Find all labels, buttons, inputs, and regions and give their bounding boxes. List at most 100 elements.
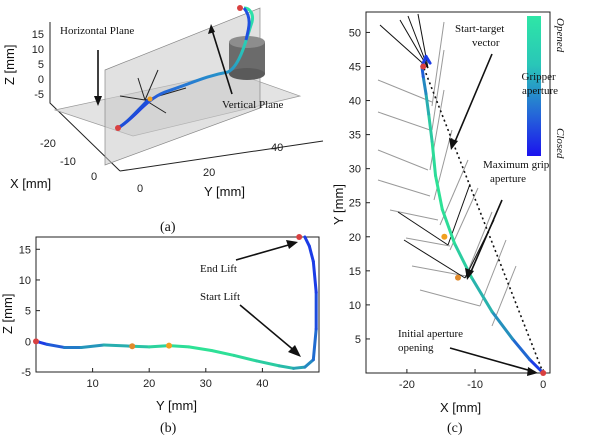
panel-c-annotation-start-target: Start-target vector [455, 23, 507, 49]
panel-b-trajectory-segment [187, 345, 213, 353]
panel-b-start-lift-arrow [239, 304, 297, 353]
panel-a-end-marker [237, 5, 243, 11]
panel-c-gripper-lines [377, 13, 517, 327]
panel-b: 10 20 30 40 15 10 5 0 -5 Y [mm] Z [mm] End Lift… [0, 234, 320, 436]
panel-a-annotation-horizontal-plane: Horizontal Plane [60, 25, 134, 37]
panel-b-trajectory-segment [232, 353, 259, 363]
panel-c-y-tick-label: 30 [349, 164, 361, 176]
panel-b-marker [296, 234, 303, 240]
panel-c-colorbar [527, 16, 541, 156]
panel-c-y-tick-label: 50 [349, 27, 361, 39]
panel-a-z-tick: 0 [38, 74, 44, 86]
panel-b-trajectory-segment [45, 342, 66, 349]
panel-b-end-lift-arrow [235, 243, 293, 261]
panel-b-axes-box [35, 236, 320, 373]
panel-c: -20 -10 0 5 10 15 20 25 30 35 40 45 50 [331, 11, 566, 436]
panel-c-x-tick-label: 0 [540, 379, 546, 391]
panel-c-marker [540, 370, 547, 376]
panel-a-trajectory-end [242, 7, 251, 41]
panel-a-z-label: Z [mm] [2, 45, 17, 85]
panel-b-x-tick-label: 10 [86, 378, 98, 390]
panel-c-annotation-max-grip: Maximum grip aperture [483, 159, 552, 185]
panel-c-axes-box [365, 11, 551, 374]
panel-c-marker [441, 233, 448, 240]
panel-b-trajectory-segment [147, 344, 171, 349]
panel-c-plot-area [420, 54, 547, 376]
panel-a-annotation-vertical-plane: Vertical Plane [222, 99, 284, 111]
panel-a-z-tick-labels: 15 10 5 0 -5 [32, 29, 44, 101]
panel-a-x-tick: -20 [40, 138, 56, 150]
panel-a-x-label: X [mm] [10, 176, 51, 191]
panel-b-y-tick-label: 15 [19, 244, 31, 256]
panel-a-box-left [49, 22, 121, 172]
panel-c-y-tick-label: 40 [349, 96, 361, 108]
panel-c-trajectory-segment [424, 92, 431, 116]
panel-c-start-target-arrow [453, 53, 493, 145]
panel-c-y-label: Y [mm] [331, 184, 346, 225]
panel-a-z-tick: 5 [38, 59, 44, 71]
panel-b-trajectory-segment [277, 364, 296, 370]
panel-b-trajectory-segment [303, 235, 311, 248]
panel-a-vertical-arrow [211, 29, 233, 95]
panel-b-annotation-end-lift: End Lift [200, 263, 237, 275]
panel-b-x-tick-label: 30 [200, 378, 212, 390]
panel-a-y-tick: 20 [203, 167, 215, 179]
panel-c-y-tick-label: 25 [349, 198, 361, 210]
panel-c-colorbar-opened: Opened [554, 18, 566, 53]
panel-b-start-lift-arrowhead [288, 345, 301, 357]
panel-c-trajectory-segment [440, 208, 457, 246]
panel-b-y-ticks: 15 10 5 0 -5 [19, 244, 40, 379]
panel-c-x-tick-label: -10 [467, 379, 483, 391]
panel-c-trajectory-segment [528, 357, 545, 375]
panel-a-z-tick: 15 [32, 29, 44, 41]
panel-b-y-tick-label: 0 [25, 336, 31, 348]
panel-c-initial-aperture-arrow [449, 347, 536, 373]
panel-c-y-tick-label: 35 [349, 130, 361, 142]
panel-c-trajectory-segment [470, 276, 494, 314]
panel-c-trajectory-segment [511, 337, 532, 361]
panel-b-plot-area [33, 234, 318, 370]
panel-b-trajectory-segment [311, 260, 318, 294]
panel-a: Horizontal Plane Vertical Plane 15 10 5 … [2, 5, 324, 235]
panel-c-y-ticks: 5 10 15 20 25 30 35 40 45 50 [349, 27, 370, 346]
panel-a-y-label: Y [mm] [204, 184, 245, 199]
panel-c-marker [455, 274, 461, 281]
panel-a-box-bottom [119, 140, 324, 172]
panel-c-y-tick-label: 20 [349, 232, 361, 244]
panel-b-trajectory-segment [79, 343, 106, 349]
panel-c-y-tick-label: 15 [349, 266, 361, 278]
panel-b-end-lift-arrowhead [286, 240, 298, 249]
panel-b-trajectory-segment [311, 327, 318, 362]
panel-c-max-grip-arrowhead [465, 268, 474, 280]
panel-b-x-ticks: 10 20 30 40 [86, 368, 269, 390]
panel-c-colorbar-middle-label: Gripper aperture [522, 71, 559, 97]
panel-c-start-target-arrowhead [449, 138, 458, 150]
panel-b-trajectory-segment [209, 349, 236, 357]
panel-c-trajectory-segment [427, 112, 434, 143]
panel-a-target-cylinder [229, 36, 265, 80]
panel-c-marker [420, 63, 427, 70]
panel-a-caption: (a) [160, 220, 176, 235]
panel-c-max-grip-arrow [469, 199, 503, 275]
panel-b-trajectory-segment [102, 343, 134, 348]
panel-b-y-tick-label: 5 [25, 306, 31, 318]
panel-b-y-tick-label: -5 [21, 367, 31, 379]
panel-a-horizontal-arrowhead [94, 96, 102, 106]
panel-a-x-tick: 0 [91, 171, 97, 183]
panel-c-trajectory-segment [430, 139, 438, 177]
panel-c-y-tick-label: 5 [355, 334, 361, 346]
panel-b-trajectory-segment [303, 358, 315, 369]
panel-c-trajectory-segment [421, 75, 428, 96]
panel-c-caption: (c) [447, 421, 463, 436]
panel-b-y-label: Z [mm] [0, 294, 15, 334]
panel-a-marker-orange [147, 96, 153, 102]
panel-b-caption: (b) [160, 421, 177, 436]
panel-b-marker [166, 342, 173, 349]
panel-a-z-tick: 10 [32, 44, 44, 56]
panel-b-marker [33, 338, 39, 345]
panel-a-z-tick: -5 [34, 89, 44, 101]
panel-a-y-tick: 0 [137, 183, 143, 195]
panel-b-trajectory-segment [255, 359, 281, 368]
panel-c-x-ticks: -20 -10 0 [399, 369, 546, 391]
